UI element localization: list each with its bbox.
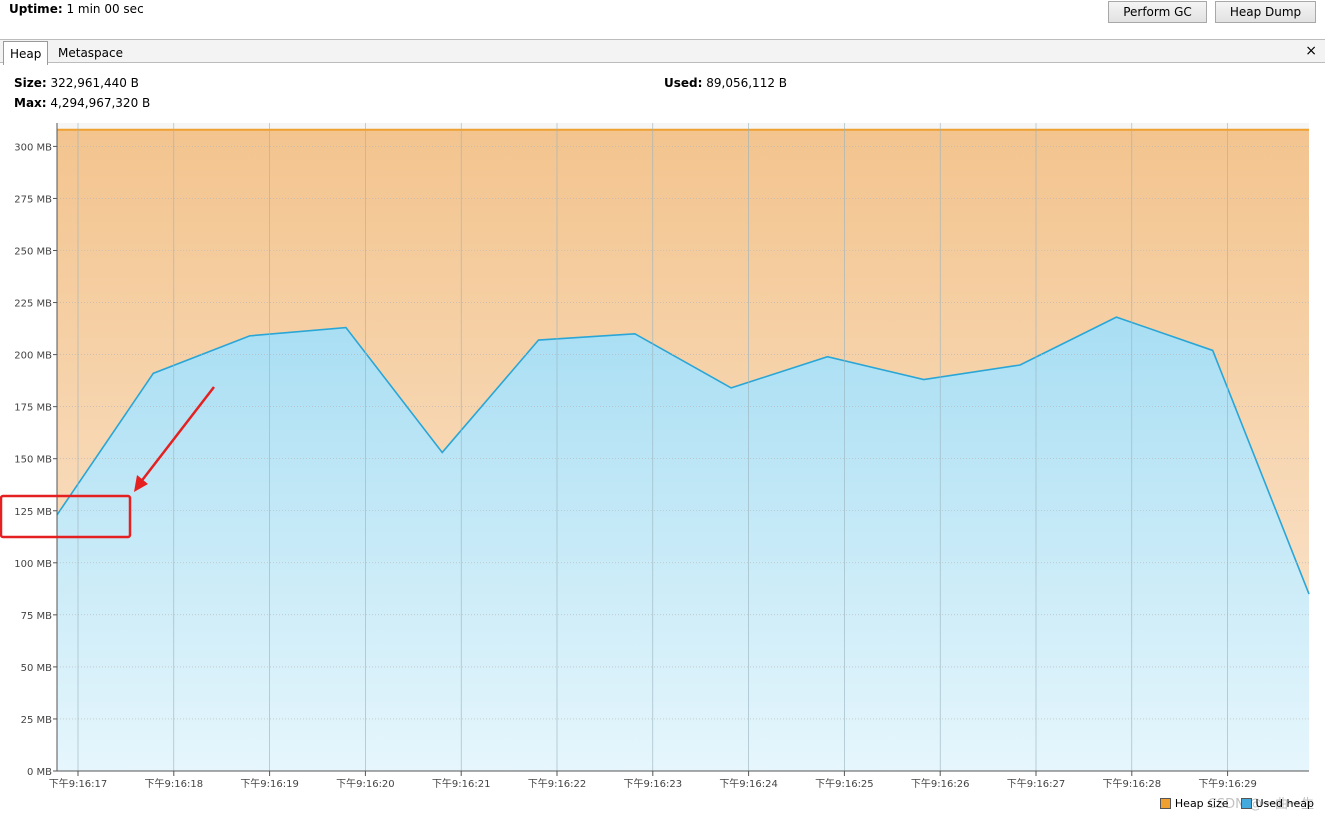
y-tick-label: 225 MB — [14, 299, 52, 310]
y-tick-label: 175 MB — [14, 403, 52, 414]
x-tick-label: 下午9:16:20 — [336, 777, 395, 790]
x-tick-label: 下午9:16:27 — [1007, 777, 1066, 790]
size-label: Size: — [14, 76, 47, 90]
x-tick-label: 下午9:16:28 — [1103, 777, 1162, 790]
used-label: Used: — [664, 76, 703, 90]
tab-heap[interactable]: Heap — [3, 41, 49, 65]
max-label: Max: — [14, 96, 47, 110]
max-value: 4,294,967,320 B — [50, 96, 151, 110]
used-heap-line — [56, 316, 1310, 595]
chart-legend: Heap size Used heap — [1159, 797, 1315, 810]
annotation-arrowhead — [134, 475, 148, 492]
used-value: 89,056,112 B — [706, 76, 788, 90]
x-tick-label: 下午9:16:26 — [911, 777, 970, 790]
x-tick-label: 下午9:16:22 — [528, 777, 587, 790]
legend-heap-size: Heap size — [1174, 797, 1229, 810]
annotation-box — [0, 494, 132, 539]
x-tick-label: 下午9:16:25 — [815, 777, 874, 790]
x-tick-label: 下午9:16:24 — [719, 777, 778, 790]
x-tick-label: 下午9:16:17 — [49, 777, 108, 790]
y-tick-label: 125 MB — [14, 507, 52, 518]
tab-metaspace[interactable]: Metaspace — [58, 45, 123, 60]
heap-size-swatch — [1159, 798, 1171, 809]
legend-used-heap: Used heap — [1255, 797, 1315, 810]
x-tick-label: 下午9:16:21 — [432, 777, 491, 790]
y-tick-label: 100 MB — [14, 559, 52, 570]
y-tick-label: 275 MB — [14, 194, 52, 205]
watermark: CSDN @一曲一生 — [1207, 797, 1314, 812]
x-tick-label: 下午9:16:19 — [240, 777, 299, 790]
used-heap-area — [57, 317, 1309, 771]
x-tick-label: 下午9:16:18 — [145, 777, 204, 790]
heap-dump-button[interactable]: Heap Dump — [1215, 1, 1316, 23]
y-tick-label: 300 MB — [14, 142, 52, 153]
x-tick-label: 下午9:16:29 — [1198, 777, 1257, 790]
heap-used-readout: Used: 89,056,112 B — [664, 76, 787, 90]
y-tick-label: 75 MB — [21, 611, 53, 622]
x-tick-label: 下午9:16:23 — [624, 777, 683, 790]
y-tick-label: 150 MB — [14, 455, 52, 466]
uptime-value: 1 min 00 sec — [66, 2, 144, 16]
heap-max-readout: Max: 4,294,967,320 B — [14, 96, 150, 110]
close-icon[interactable]: × — [1305, 43, 1317, 59]
y-tick-label: 0 MB — [27, 767, 52, 778]
uptime-label: Uptime: — [9, 2, 63, 16]
size-value: 322,961,440 B — [50, 76, 139, 90]
y-tick-label: 250 MB — [14, 247, 52, 258]
uptime-readout: Uptime: 1 min 00 sec — [9, 2, 144, 16]
used-heap-swatch — [1240, 798, 1252, 809]
heap-size-readout: Size: 322,961,440 B — [14, 76, 139, 90]
y-tick-label: 200 MB — [14, 351, 52, 362]
y-tick-label: 25 MB — [21, 715, 53, 726]
y-tick-label: 50 MB — [21, 663, 53, 674]
annotation-arrow — [139, 386, 215, 484]
tab-bar: Heap Metaspace × — [0, 39, 1325, 65]
perform-gc-button[interactable]: Perform GC — [1108, 1, 1207, 23]
heap-chart: 0 MB 25 MB 50 MB 75 MB 100 MB 125 MB 150 MB 175… — [0, 123, 1310, 790]
